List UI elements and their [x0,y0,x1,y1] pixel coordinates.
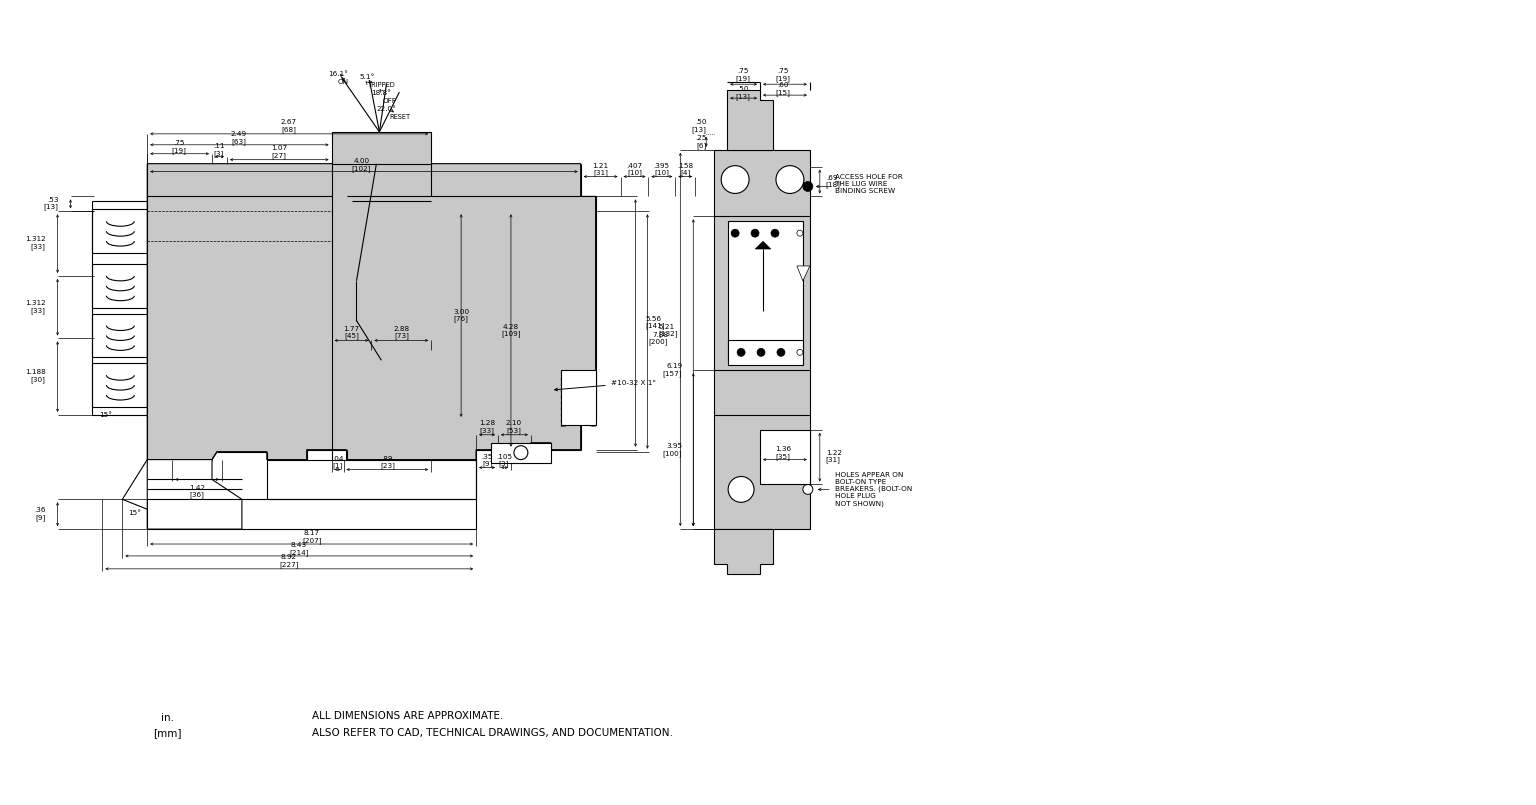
Text: 4.00
[102]: 4.00 [102] [352,158,372,171]
Text: 4.28
[109]: 4.28 [109] [501,324,521,337]
Bar [760,430,809,485]
Text: ALSO REFER TO CAD, TECHNICAL DRAWINGS, AND DOCUMENTATION.: ALSO REFER TO CAD, TECHNICAL DRAWINGS, A… [312,728,673,737]
Polygon shape [147,163,596,460]
Text: .407
[10]: .407 [10] [627,163,642,176]
Bar [728,221,803,361]
Text: 15°: 15° [127,510,141,516]
Polygon shape [727,90,773,150]
Text: .50
[13]: .50 [13] [736,86,751,100]
Text: .395
[10]: .395 [10] [653,163,670,176]
Text: .36
[9]: .36 [9] [34,507,46,521]
Text: .04
[1]: .04 [1] [332,456,344,469]
Polygon shape [714,150,809,529]
Text: .53
[13]: .53 [13] [43,196,58,210]
Circle shape [751,229,759,237]
Text: 6.19
[157]: 6.19 [157] [664,363,682,377]
Text: .69
[18]: .69 [18] [826,175,840,188]
Circle shape [737,349,745,357]
Polygon shape [714,529,773,574]
Text: HOLES APPEAR ON
BOLT-ON TYPE
BREAKERS. (BOLT-ON
HOLE PLUG
NOT SHOWN): HOLES APPEAR ON BOLT-ON TYPE BREAKERS. (… [834,472,912,507]
Circle shape [803,182,813,192]
Text: .75
[19]: .75 [19] [736,68,751,82]
Polygon shape [147,460,241,529]
Circle shape [722,166,750,193]
Text: .105
[3]: .105 [3] [496,454,511,468]
Text: RESET: RESET [389,114,410,120]
Text: .11
[3]: .11 [3] [214,142,224,157]
Text: .25
[6]: .25 [6] [694,135,707,149]
Text: 8.92
[227]: 8.92 [227] [280,554,298,568]
Text: 1.28
[33]: 1.28 [33] [479,420,495,434]
Text: 15°: 15° [100,412,112,418]
Bar [492,443,551,463]
Text: ACCESS HOLE FOR
THE LUG WIRE
BINDING SCREW: ACCESS HOLE FOR THE LUG WIRE BINDING SCR… [834,174,903,193]
Text: 1.77
[45]: 1.77 [45] [344,325,359,340]
Circle shape [731,229,739,237]
Text: 8.17
[207]: 8.17 [207] [303,530,321,544]
Circle shape [803,485,813,494]
Bar [728,341,803,365]
Text: in.: in. [161,712,174,723]
Text: 1.312
[33]: 1.312 [33] [25,236,46,250]
Circle shape [515,446,528,460]
Text: ON: ON [338,79,349,85]
Text: TRIPPED: TRIPPED [369,82,396,89]
Text: .75
[19]: .75 [19] [776,68,791,82]
Text: #10-32 X 1": #10-32 X 1" [554,380,656,391]
Text: 5.1°: 5.1° [359,74,375,81]
Text: 1.07
[27]: 1.07 [27] [270,145,287,159]
Text: 2.88
[73]: 2.88 [73] [393,325,410,340]
Text: .158
[4]: .158 [4] [677,163,693,176]
Text: 7.88
[200]: 7.88 [200] [648,332,668,345]
Polygon shape [332,132,432,163]
Text: 18.8°: 18.8° [372,90,392,96]
Text: .35
[9]: .35 [9] [481,454,493,468]
Circle shape [777,349,785,357]
Text: 1.22
[31]: 1.22 [31] [826,450,842,464]
Text: 2.10
[53]: 2.10 [53] [505,420,522,434]
Text: 1.42
[36]: 1.42 [36] [189,485,206,498]
Text: 5.21
[132]: 5.21 [132] [659,324,677,337]
Text: .60
[15]: .60 [15] [776,82,791,96]
Polygon shape [797,266,809,281]
Circle shape [771,229,779,237]
Text: 2.67
[68]: 2.67 [68] [281,119,296,133]
Text: 5.56
[141]: 5.56 [141] [645,316,665,329]
Circle shape [757,349,765,357]
Text: OFF: OFF [382,98,396,104]
Text: [mm]: [mm] [154,728,181,737]
Text: 8.43
[214]: 8.43 [214] [289,542,309,556]
Text: 1.312
[33]: 1.312 [33] [25,299,46,313]
Text: .50
[13]: .50 [13] [691,119,707,133]
Polygon shape [267,460,476,499]
Text: .89
[23]: .89 [23] [379,456,395,469]
Text: 1.188
[30]: 1.188 [30] [25,369,46,383]
Bar [561,370,596,425]
Text: 16.1°: 16.1° [329,72,349,77]
Circle shape [797,349,803,355]
Text: 3.95
[100]: 3.95 [100] [664,443,682,456]
Text: ALL DIMENSIONS ARE APPROXIMATE.: ALL DIMENSIONS ARE APPROXIMATE. [312,711,502,720]
Circle shape [728,477,754,502]
Circle shape [776,166,803,193]
Text: 2.49
[63]: 2.49 [63] [230,131,247,145]
Text: 1.36
[35]: 1.36 [35] [774,446,791,460]
Circle shape [797,230,803,236]
Text: 3.00
[76]: 3.00 [76] [453,309,468,323]
Polygon shape [756,242,771,249]
Text: .75
[19]: .75 [19] [172,140,186,154]
Text: 22.0°: 22.0° [376,106,396,112]
Text: 1.21
[31]: 1.21 [31] [593,163,608,176]
